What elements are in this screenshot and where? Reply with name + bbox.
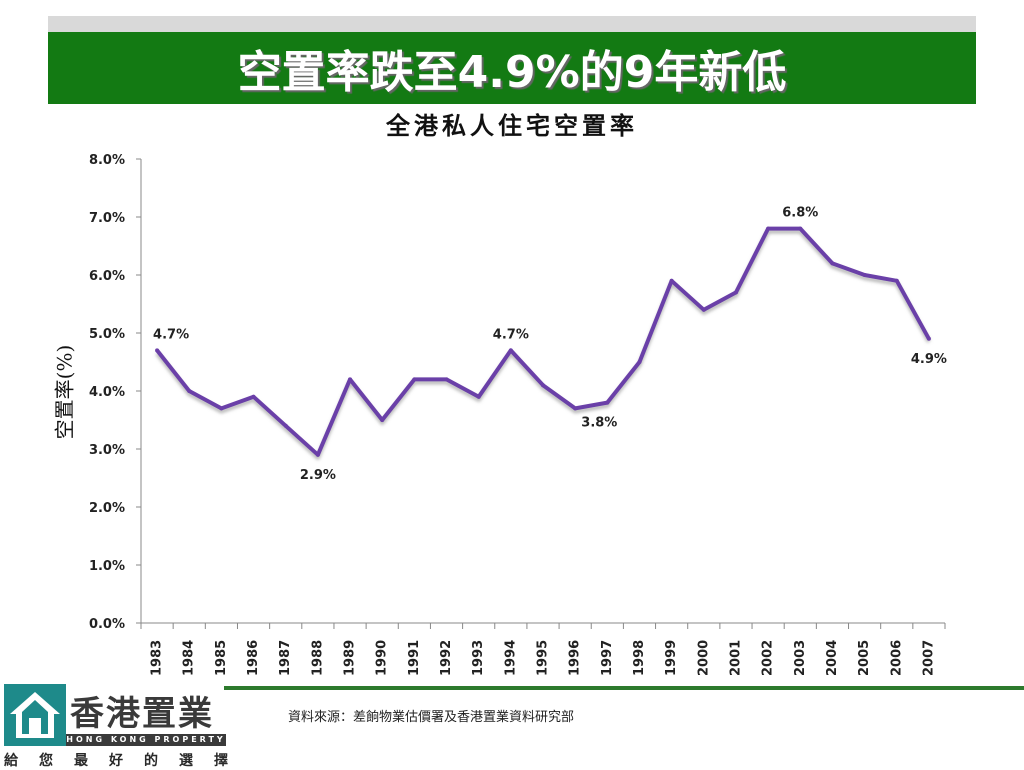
x-tick-label: 1985 (214, 640, 229, 676)
data-point (541, 383, 545, 388)
data-point (669, 278, 674, 283)
data-point (926, 336, 931, 341)
x-tick-label: 1986 (246, 640, 261, 676)
x-tick-label: 1988 (310, 640, 325, 676)
logo-slogan: 給 您 最 好 的 選 擇 (4, 750, 228, 770)
x-tick-label: 1998 (632, 640, 647, 676)
data-label: 3.8% (581, 416, 617, 431)
y-tick-label: 6.0% (89, 269, 125, 284)
data-point (862, 273, 867, 277)
data-point (155, 348, 160, 353)
slogan-char: 最 (74, 753, 88, 769)
x-tick-label: 2002 (761, 640, 776, 676)
y-axis-title: 空置率(%) (53, 345, 77, 440)
data-point (412, 377, 417, 382)
slogan-char: 的 (144, 753, 158, 769)
y-tick-label: 3.0% (89, 443, 125, 458)
x-tick-label: 1983 (150, 640, 165, 676)
data-label: 4.7% (493, 327, 529, 342)
house-logo-icon (4, 684, 66, 746)
y-tick-label: 0.0% (89, 617, 125, 632)
data-point (251, 394, 256, 399)
data-point (219, 406, 224, 411)
title-banner: 空置率跌至4.9%的9年新低 (48, 32, 976, 104)
x-tick-label: 1989 (343, 640, 358, 676)
footer-accent-line (224, 686, 1024, 690)
x-tick-label: 2005 (857, 640, 872, 676)
y-tick-label: 4.0% (89, 385, 125, 400)
data-point (380, 418, 385, 422)
logo-english-name: HONG KONG PROPERTY (66, 734, 226, 746)
series-line (155, 226, 931, 457)
x-tick-label: 2004 (825, 640, 840, 676)
x-tick-label: 2006 (889, 640, 904, 676)
data-point (283, 423, 288, 428)
x-tick-label: 1991 (407, 640, 422, 676)
x-tick-label: 1984 (182, 640, 197, 676)
data-point (444, 377, 449, 382)
data-label: 4.7% (153, 327, 189, 342)
data-point (637, 360, 642, 364)
x-tick-label: 1993 (471, 640, 486, 676)
data-point (605, 400, 610, 405)
data-point (894, 278, 899, 283)
data-point (766, 226, 771, 231)
data-point (701, 307, 706, 312)
y-tick-label: 5.0% (89, 327, 125, 342)
slogan-char: 擇 (214, 753, 228, 769)
data-point (315, 452, 320, 457)
data-source-note: 資料來源：差餉物業估價署及香港置業資料研究部 (288, 710, 575, 725)
x-tick-label: 2003 (793, 640, 808, 676)
data-point (798, 226, 803, 231)
data-point (508, 348, 513, 353)
slogan-char: 選 (179, 753, 193, 769)
data-point (476, 394, 481, 399)
y-tick-label: 1.0% (89, 559, 125, 574)
data-label: 4.9% (911, 352, 947, 367)
top-decorative-strip (48, 16, 976, 32)
logo-chinese-name: 香港置業 (70, 694, 214, 734)
data-point (733, 290, 738, 295)
slogan-char: 給 (4, 753, 18, 769)
x-tick-label: 1994 (503, 640, 518, 676)
x-tick-label: 1999 (664, 640, 679, 676)
y-tick-label: 7.0% (89, 211, 125, 226)
x-tick-label: 1990 (375, 640, 390, 676)
chart-title: 全港私人住宅空置率 (386, 111, 638, 140)
x-tick-label: 1996 (568, 640, 583, 676)
x-tick-label: 2000 (696, 640, 711, 676)
data-point (573, 406, 578, 411)
x-tick-label: 1992 (439, 640, 454, 676)
page-title: 空置率跌至4.9%的9年新低 (237, 47, 787, 98)
data-label: 6.8% (782, 206, 818, 221)
data-point (187, 389, 192, 393)
company-logo: 香港置業 HONG KONG PROPERTY 給 您 最 好 的 選 擇 (4, 684, 228, 769)
x-tick-label: 2007 (921, 640, 936, 676)
x-tick-label: 1997 (600, 640, 615, 676)
y-tick-label: 8.0% (89, 153, 125, 168)
data-point (348, 377, 353, 382)
x-tick-label: 1987 (278, 640, 293, 676)
slogan-char: 好 (109, 753, 123, 769)
slogan-char: 您 (39, 753, 53, 769)
x-tick-label: 1995 (536, 640, 551, 676)
data-point (830, 261, 835, 266)
x-tick-label: 2001 (728, 640, 743, 676)
y-tick-label: 2.0% (89, 501, 125, 516)
data-label: 2.9% (300, 468, 336, 483)
